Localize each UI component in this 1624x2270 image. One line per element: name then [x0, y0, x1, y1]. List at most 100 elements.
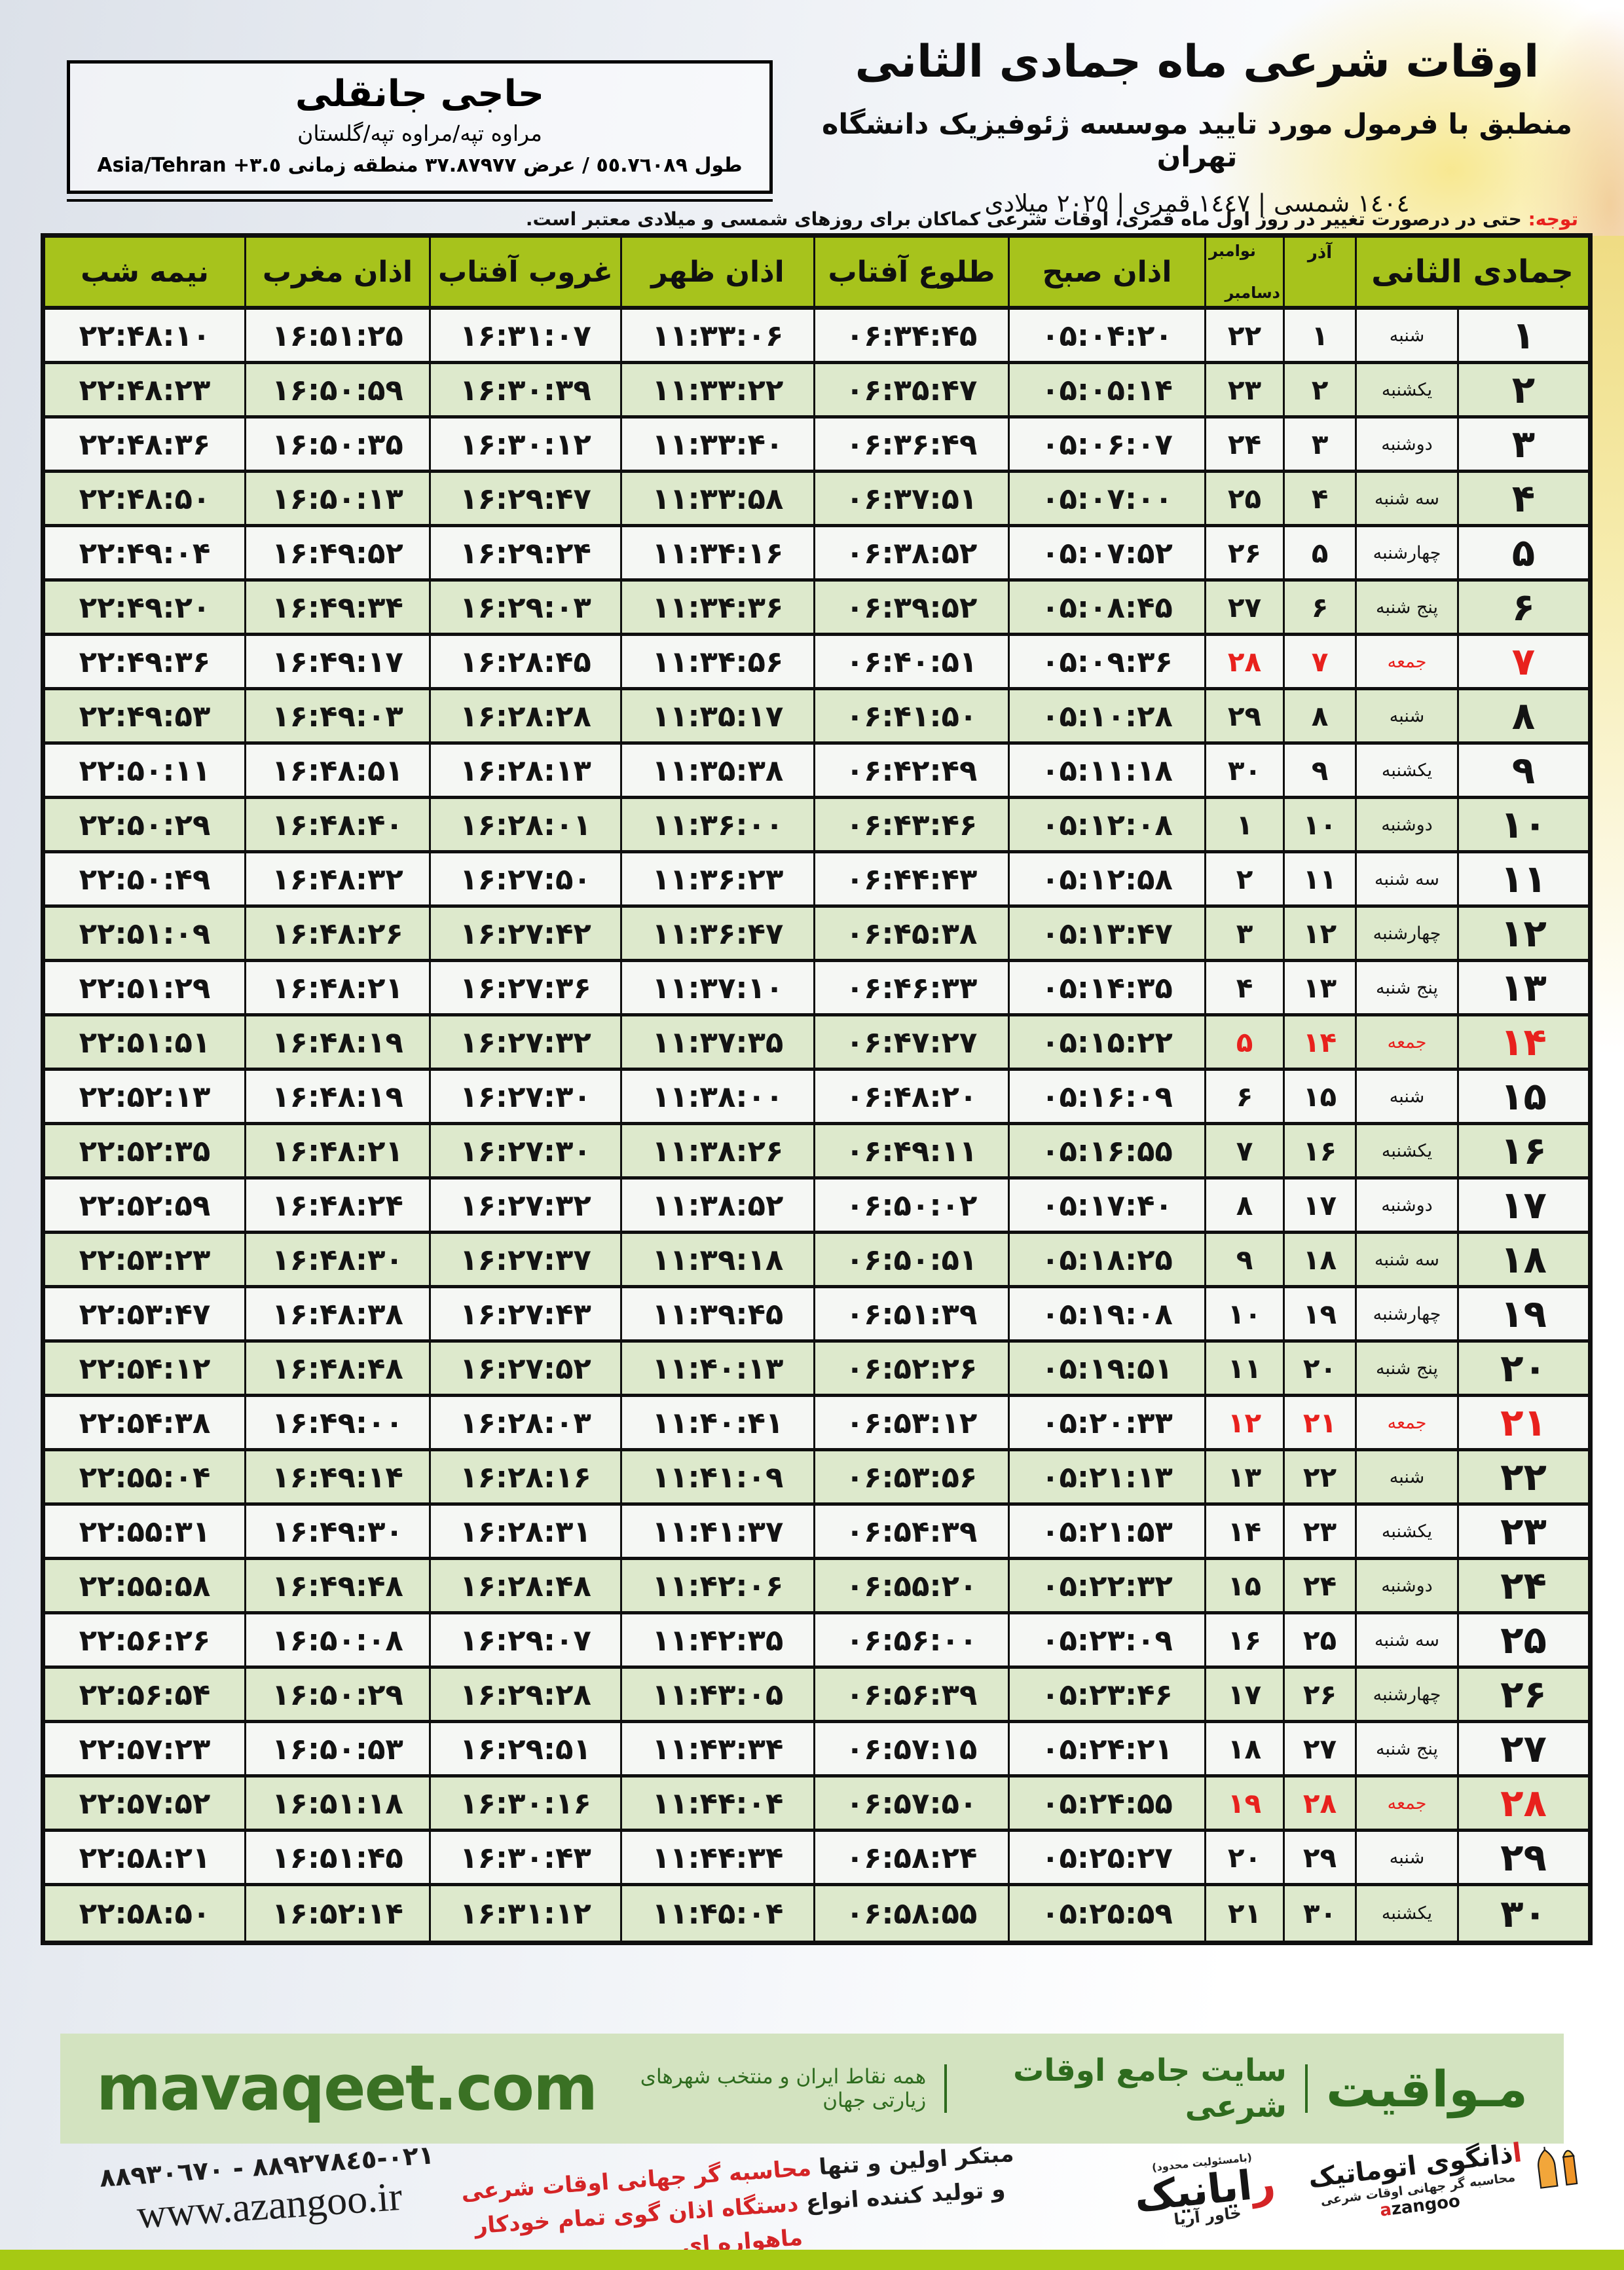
azar-date-cell: ۲۵: [1283, 1614, 1355, 1665]
day-number-cell: ۲۳: [1457, 1506, 1588, 1557]
zuhr-time-cell: ۱۱:۳۷:۱۰: [620, 962, 813, 1013]
day-number-cell: ۲۱: [1457, 1397, 1588, 1448]
table-row: ۲۵ سه شنبه ۲۵ ۱۶ ۰۵:۲۳:۰۹ ۰۶:۵۶:۰۰ ۱۱:۴۲…: [45, 1614, 1588, 1669]
day-number-cell: ۲۷: [1457, 1723, 1588, 1774]
sunset-time-cell: ۱۶:۳۱:۰۷: [429, 310, 620, 361]
zuhr-time-cell: ۱۱:۴۵:۰۴: [620, 1886, 813, 1941]
fajr-time-cell: ۰۵:۱۳:۴۷: [1008, 908, 1204, 959]
sunset-time-cell: ۱۶:۳۱:۱۲: [429, 1886, 620, 1941]
midnight-time-cell: ۲۲:۴۸:۵۰: [79, 481, 211, 516]
weekday-cell: شنبه: [1355, 310, 1457, 361]
fajr-time-cell: ۰۵:۱۵:۲۲: [1008, 1016, 1204, 1068]
sunset-time-cell: ۱۶:۲۸:۰۳: [429, 1397, 620, 1448]
maghrib-time-cell: ۱۶:۴۸:۳۸: [244, 1288, 429, 1339]
weekday-cell: دوشنبه: [1355, 799, 1457, 850]
fajr-time-cell: ۰۵:۰۵:۱۴: [1008, 364, 1204, 415]
gregorian-date-cell: ۲۸: [1204, 636, 1283, 687]
maghrib-time-cell: ۱۶:۴۸:۵۱: [244, 745, 429, 796]
maghrib-time-cell: ۱۶:۴۸:۱۹: [244, 1016, 429, 1068]
zuhr-time-cell: ۱۱:۳۸:۲۶: [620, 1125, 813, 1176]
gregorian-date-cell: ۳: [1204, 908, 1283, 959]
sunrise-time-cell: ۰۶:۳۴:۴۵: [813, 310, 1008, 361]
weekday-cell: شنبه: [1355, 1832, 1457, 1883]
fajr-time-cell: ۰۵:۱۸:۲۵: [1008, 1234, 1204, 1285]
maghrib-time-cell: ۱۶:۴۹:۳۴: [244, 582, 429, 633]
gregorian-date-cell: ۲۹: [1204, 690, 1283, 741]
fajr-time-cell: ۰۵:۱۲:۵۸: [1008, 853, 1204, 904]
page-subtitle: منطبق با فرمول مورد تایید موسسه ژئوفیزیک…: [822, 108, 1572, 174]
day-number-cell: ۱۴: [1457, 1016, 1588, 1068]
maghrib-time-cell: ۱۶:۵۲:۱۴: [244, 1886, 429, 1941]
fajr-time-cell: ۰۵:۲۰:۳۳: [1008, 1397, 1204, 1448]
mavaqeet-url-link[interactable]: mavaqeet.com: [96, 2053, 598, 2125]
table-row: ۳ دوشنبه ۳ ۲۴ ۰۵:۰۶:۰۷ ۰۶:۳۶:۴۹ ۱۱:۳۳:۴۰…: [45, 419, 1588, 473]
location-info-box: حاجی جانقلی مراوه تپه/مراوه تپه/گلستان ط…: [67, 60, 773, 202]
maghrib-time-cell: ۱۶:۴۹:۴۸: [244, 1560, 429, 1611]
fajr-time-cell: ۰۵:۲۵:۵۹: [1008, 1886, 1204, 1941]
day-number-cell: ۳۰: [1457, 1886, 1588, 1941]
weekday-cell: شنبه: [1355, 690, 1457, 741]
table-row: ۱۵ شنبه ۱۵ ۶ ۰۵:۱۶:۰۹ ۰۶:۴۸:۲۰ ۱۱:۳۸:۰۰ …: [45, 1071, 1588, 1125]
zuhr-time-cell: ۱۱:۳۵:۳۸: [620, 745, 813, 796]
sunset-time-cell: ۱۶:۲۷:۳۰: [429, 1125, 620, 1176]
midnight-time-cell: ۲۲:۵۰:۱۱: [79, 753, 211, 788]
sunrise-time-cell: ۰۶:۵۸:۵۵: [813, 1886, 1008, 1941]
day-number-cell: ۱: [1457, 310, 1588, 361]
azar-date-cell: ۱۹: [1283, 1288, 1355, 1339]
prayer-times-table: جمادی الثانی آذر نوامبر دسامبر اذان صبح …: [41, 233, 1593, 1945]
sunrise-time-cell: ۰۶:۵۶:۰۰: [813, 1614, 1008, 1665]
fajr-time-cell: ۰۵:۱۶:۵۵: [1008, 1125, 1204, 1176]
zuhr-time-cell: ۱۱:۴۰:۱۳: [620, 1343, 813, 1394]
zuhr-time-cell: ۱۱:۳۴:۳۶: [620, 582, 813, 633]
page-title: اوقات شرعی ماه جمادی الثانی: [855, 36, 1540, 88]
weekday-cell: چهارشنبه: [1355, 1669, 1457, 1720]
day-number-cell: ۸: [1457, 690, 1588, 741]
weekday-cell: یکشنبه: [1355, 364, 1457, 415]
day-number-cell: ۱۹: [1457, 1288, 1588, 1339]
day-number-cell: ۵: [1457, 527, 1588, 578]
day-number-cell: ۱۷: [1457, 1180, 1588, 1231]
zuhr-time-cell: ۱۱:۳۶:۰۰: [620, 799, 813, 850]
table-row: ۴ سه شنبه ۴ ۲۵ ۰۵:۰۷:۰۰ ۰۶:۳۷:۵۱ ۱۱:۳۳:۵…: [45, 473, 1588, 527]
day-number-cell: ۲۸: [1457, 1777, 1588, 1829]
gregorian-date-cell: ۲: [1204, 853, 1283, 904]
mavaqeet-band: مـواقیت سایت جامع اوقات شرعی همه نقاط ای…: [60, 2034, 1564, 2144]
sunset-time-cell: ۱۶:۲۸:۴۵: [429, 636, 620, 687]
midnight-time-cell: ۲۲:۴۸:۳۶: [79, 426, 211, 462]
sunrise-time-cell: ۰۶:۴۹:۱۱: [813, 1125, 1008, 1176]
weekday-cell: یکشنبه: [1355, 1125, 1457, 1176]
sunset-time-cell: ۱۶:۳۰:۳۹: [429, 364, 620, 415]
sunset-time-cell: ۱۶:۲۸:۳۱: [429, 1506, 620, 1557]
column-header-sunrise: طلوع آفتاب: [813, 238, 1008, 306]
maghrib-time-cell: ۱۶:۴۹:۵۲: [244, 527, 429, 578]
sunrise-time-cell: ۰۶:۳۸:۵۲: [813, 527, 1008, 578]
gregorian-date-cell: ۹: [1204, 1234, 1283, 1285]
table-row: ۱۴ جمعه ۱۴ ۵ ۰۵:۱۵:۲۲ ۰۶:۴۷:۲۷ ۱۱:۳۷:۳۵ …: [45, 1016, 1588, 1071]
zuhr-time-cell: ۱۱:۳۴:۵۶: [620, 636, 813, 687]
sunset-time-cell: ۱۶:۲۷:۳۶: [429, 962, 620, 1013]
sunrise-time-cell: ۰۶:۵۰:۰۲: [813, 1180, 1008, 1231]
rayanik-logo: (بامسئولیت محدود) رایانیک خاور آریا: [1110, 2147, 1300, 2235]
table-row: ۱۷ دوشنبه ۱۷ ۸ ۰۵:۱۷:۴۰ ۰۶:۵۰:۰۲ ۱۱:۳۸:۵…: [45, 1180, 1588, 1234]
gregorian-date-cell: ۲۴: [1204, 419, 1283, 470]
weekday-cell: چهارشنبه: [1355, 908, 1457, 959]
midnight-time-cell: ۲۲:۵۶:۵۴: [79, 1677, 211, 1712]
gregorian-date-cell: ۴: [1204, 962, 1283, 1013]
azangoo-texts: اذانگوی اتوماتیک محاسبه گر جهانی اوقات ش…: [1306, 2138, 1528, 2229]
column-header-midnight: نیمه شب: [81, 255, 209, 289]
azar-date-cell: ۲: [1283, 364, 1355, 415]
table-row: ۱۰ دوشنبه ۱۰ ۱ ۰۵:۱۲:۰۸ ۰۶:۴۳:۴۶ ۱۱:۳۶:۰…: [45, 799, 1588, 853]
notice-line: توجه: حتی در درصورت تغییر در روز اول ماه…: [262, 208, 1578, 230]
weekday-cell: پنج شنبه: [1355, 962, 1457, 1013]
maghrib-time-cell: ۱۶:۴۸:۴۸: [244, 1343, 429, 1394]
gregorian-date-cell: ۲۷: [1204, 582, 1283, 633]
fajr-time-cell: ۰۵:۱۹:۰۸: [1008, 1288, 1204, 1339]
separator-bar: [1304, 2064, 1308, 2113]
azar-date-cell: ۱۵: [1283, 1071, 1355, 1122]
weekday-cell: چهارشنبه: [1355, 1288, 1457, 1339]
maghrib-time-cell: ۱۶:۴۸:۳۰: [244, 1234, 429, 1285]
table-row: ۵ چهارشنبه ۵ ۲۶ ۰۵:۰۷:۵۲ ۰۶:۳۸:۵۲ ۱۱:۳۴:…: [45, 527, 1588, 582]
fajr-time-cell: ۰۵:۱۹:۵۱: [1008, 1343, 1204, 1394]
day-number-cell: ۳: [1457, 419, 1588, 470]
